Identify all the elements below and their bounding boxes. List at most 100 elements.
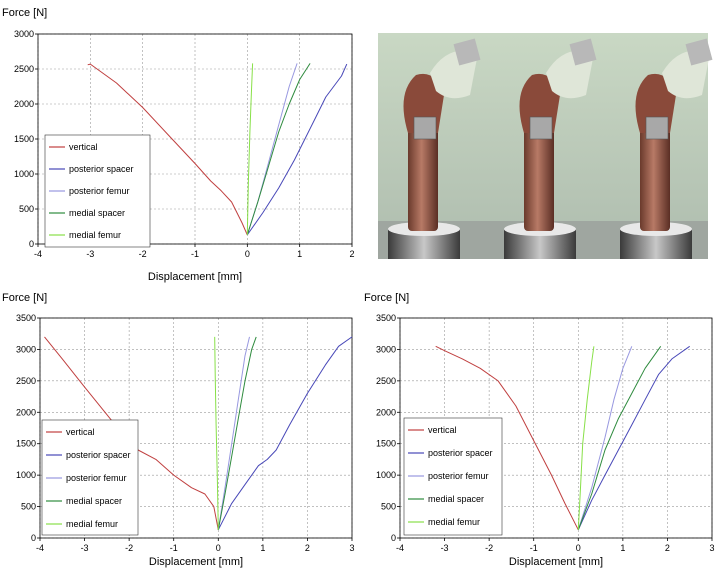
plot-frame (399, 317, 713, 539)
legend-label: medial femur (69, 230, 121, 240)
x-axis-label: Displacement [mm] (148, 271, 242, 283)
series-line-medial-femur (577, 346, 595, 530)
series-line-vertical (44, 336, 219, 530)
series-line-posterior-spacer (246, 63, 348, 236)
y-tick-label: 2000 (16, 407, 36, 417)
y-axis-label: Force [N] (364, 292, 409, 304)
x-tick-label: -2 (125, 543, 133, 553)
series-line-posterior-femur (577, 346, 633, 530)
x-tick-label: 2 (305, 543, 310, 553)
y-tick-label: 0 (31, 533, 36, 543)
legend-label: posterior spacer (428, 448, 493, 458)
y-tick-label: 1500 (16, 439, 36, 449)
x-tick-label: 2 (349, 249, 354, 259)
series-line-posterior-spacer (577, 345, 690, 531)
femur-shaft (524, 128, 554, 231)
series-line-vertical (435, 345, 579, 531)
x-tick-label: -4 (396, 543, 404, 553)
y-tick-label: 1500 (376, 439, 396, 449)
x-tick-label: 1 (260, 543, 265, 553)
y-tick-label: 2500 (376, 376, 396, 386)
y-tick-label: 3500 (376, 313, 396, 323)
series-line-medial-spacer (577, 346, 662, 530)
y-tick-label: 2000 (14, 99, 34, 109)
y-tick-label: 500 (381, 502, 396, 512)
femur-shaft (640, 128, 670, 231)
y-tick-label: 500 (21, 502, 36, 512)
metal-block-side (645, 116, 669, 140)
y-tick-label: 3000 (14, 29, 34, 39)
x-tick-label: -3 (86, 249, 94, 259)
legend-label: medial femur (66, 519, 118, 529)
x-tick-label: 3 (709, 543, 714, 553)
y-axis-label: Force [N] (2, 292, 47, 304)
x-tick-label: 1 (620, 543, 625, 553)
legend-label: posterior spacer (69, 164, 134, 174)
x-axis-label: Displacement [mm] (149, 556, 243, 568)
metal-block-top (685, 38, 713, 66)
metal-block-top (453, 38, 481, 66)
x-tick-label: -4 (36, 543, 44, 553)
series-line-posterior-spacer (217, 336, 353, 531)
x-tick-label: -2 (485, 543, 493, 553)
legend-label: posterior femur (69, 186, 130, 196)
y-axis-label: Force [N] (2, 7, 47, 19)
x-tick-label: -1 (191, 249, 199, 259)
specimen-photo (378, 33, 713, 259)
y-tick-label: 1000 (16, 470, 36, 480)
y-tick-label: 2500 (16, 376, 36, 386)
x-tick-label: -1 (530, 543, 538, 553)
chart-panel-3: -4 -3 -2 -1 0 1 2 3 0 500 1000 1500 2000 2500 3000 3500… (364, 292, 715, 568)
chart-panel-1: -4 -3 -2 -1 0 1 2 0 500 1000 1500 2000 2500 3000 Force… (2, 7, 355, 283)
x-tick-label: 2 (665, 543, 670, 553)
legend: vertical posterior spacer posterior femur m… (41, 419, 139, 536)
y-tick-label: 2500 (14, 64, 34, 74)
y-tick-label: 3000 (376, 344, 396, 354)
y-tick-label: 3500 (16, 313, 36, 323)
legend-label: medial femur (428, 517, 480, 527)
x-tick-label: 0 (216, 543, 221, 553)
series-line-posterior-femur (217, 336, 250, 530)
specimen-1 (388, 38, 481, 259)
series-line-medial-spacer (246, 63, 311, 236)
legend-label: posterior femur (428, 471, 489, 481)
y-tick-label: 2000 (376, 407, 396, 417)
legend-label: posterior femur (66, 473, 127, 483)
legend-label: medial spacer (66, 496, 122, 506)
legend-label: vertical (69, 142, 98, 152)
legend-label: vertical (66, 427, 95, 437)
y-tick-label: 1000 (376, 470, 396, 480)
series-line-medial-femur (214, 336, 219, 530)
y-tick-label: 0 (391, 533, 396, 543)
x-tick-label: -3 (441, 543, 449, 553)
specimen-2 (504, 38, 597, 259)
legend-label: posterior spacer (66, 450, 131, 460)
legend-label: medial spacer (69, 208, 125, 218)
x-tick-label: -2 (139, 249, 147, 259)
legend-label: medial spacer (428, 494, 484, 504)
plot-frame (39, 317, 353, 539)
x-tick-label: 3 (349, 543, 354, 553)
x-tick-label: -1 (170, 543, 178, 553)
legend: vertical posterior spacer posterior femur m… (44, 134, 151, 248)
y-tick-label: 1500 (14, 134, 34, 144)
metal-block-side (413, 116, 437, 140)
series-line-vertical (87, 63, 248, 236)
y-tick-label: 0 (29, 239, 34, 249)
y-tick-label: 500 (19, 204, 34, 214)
specimen-3 (620, 38, 713, 259)
femur-shaft (408, 128, 438, 231)
metal-block-top (569, 38, 597, 66)
chart-panel-2: -4 -3 -2 -1 0 1 2 3 0 500 1000 1500 2000 2500 3000 3500… (2, 292, 355, 568)
x-tick-label: 0 (245, 249, 250, 259)
x-tick-label: 0 (576, 543, 581, 553)
x-axis-label: Displacement [mm] (509, 556, 603, 568)
metal-block-side (529, 116, 553, 140)
x-tick-label: -4 (34, 249, 42, 259)
series-line-medial-spacer (217, 336, 257, 530)
x-tick-label: -3 (81, 543, 89, 553)
legend: vertical posterior spacer posterior femur m… (403, 417, 503, 536)
x-tick-label: 1 (297, 249, 302, 259)
legend-label: vertical (428, 425, 457, 435)
